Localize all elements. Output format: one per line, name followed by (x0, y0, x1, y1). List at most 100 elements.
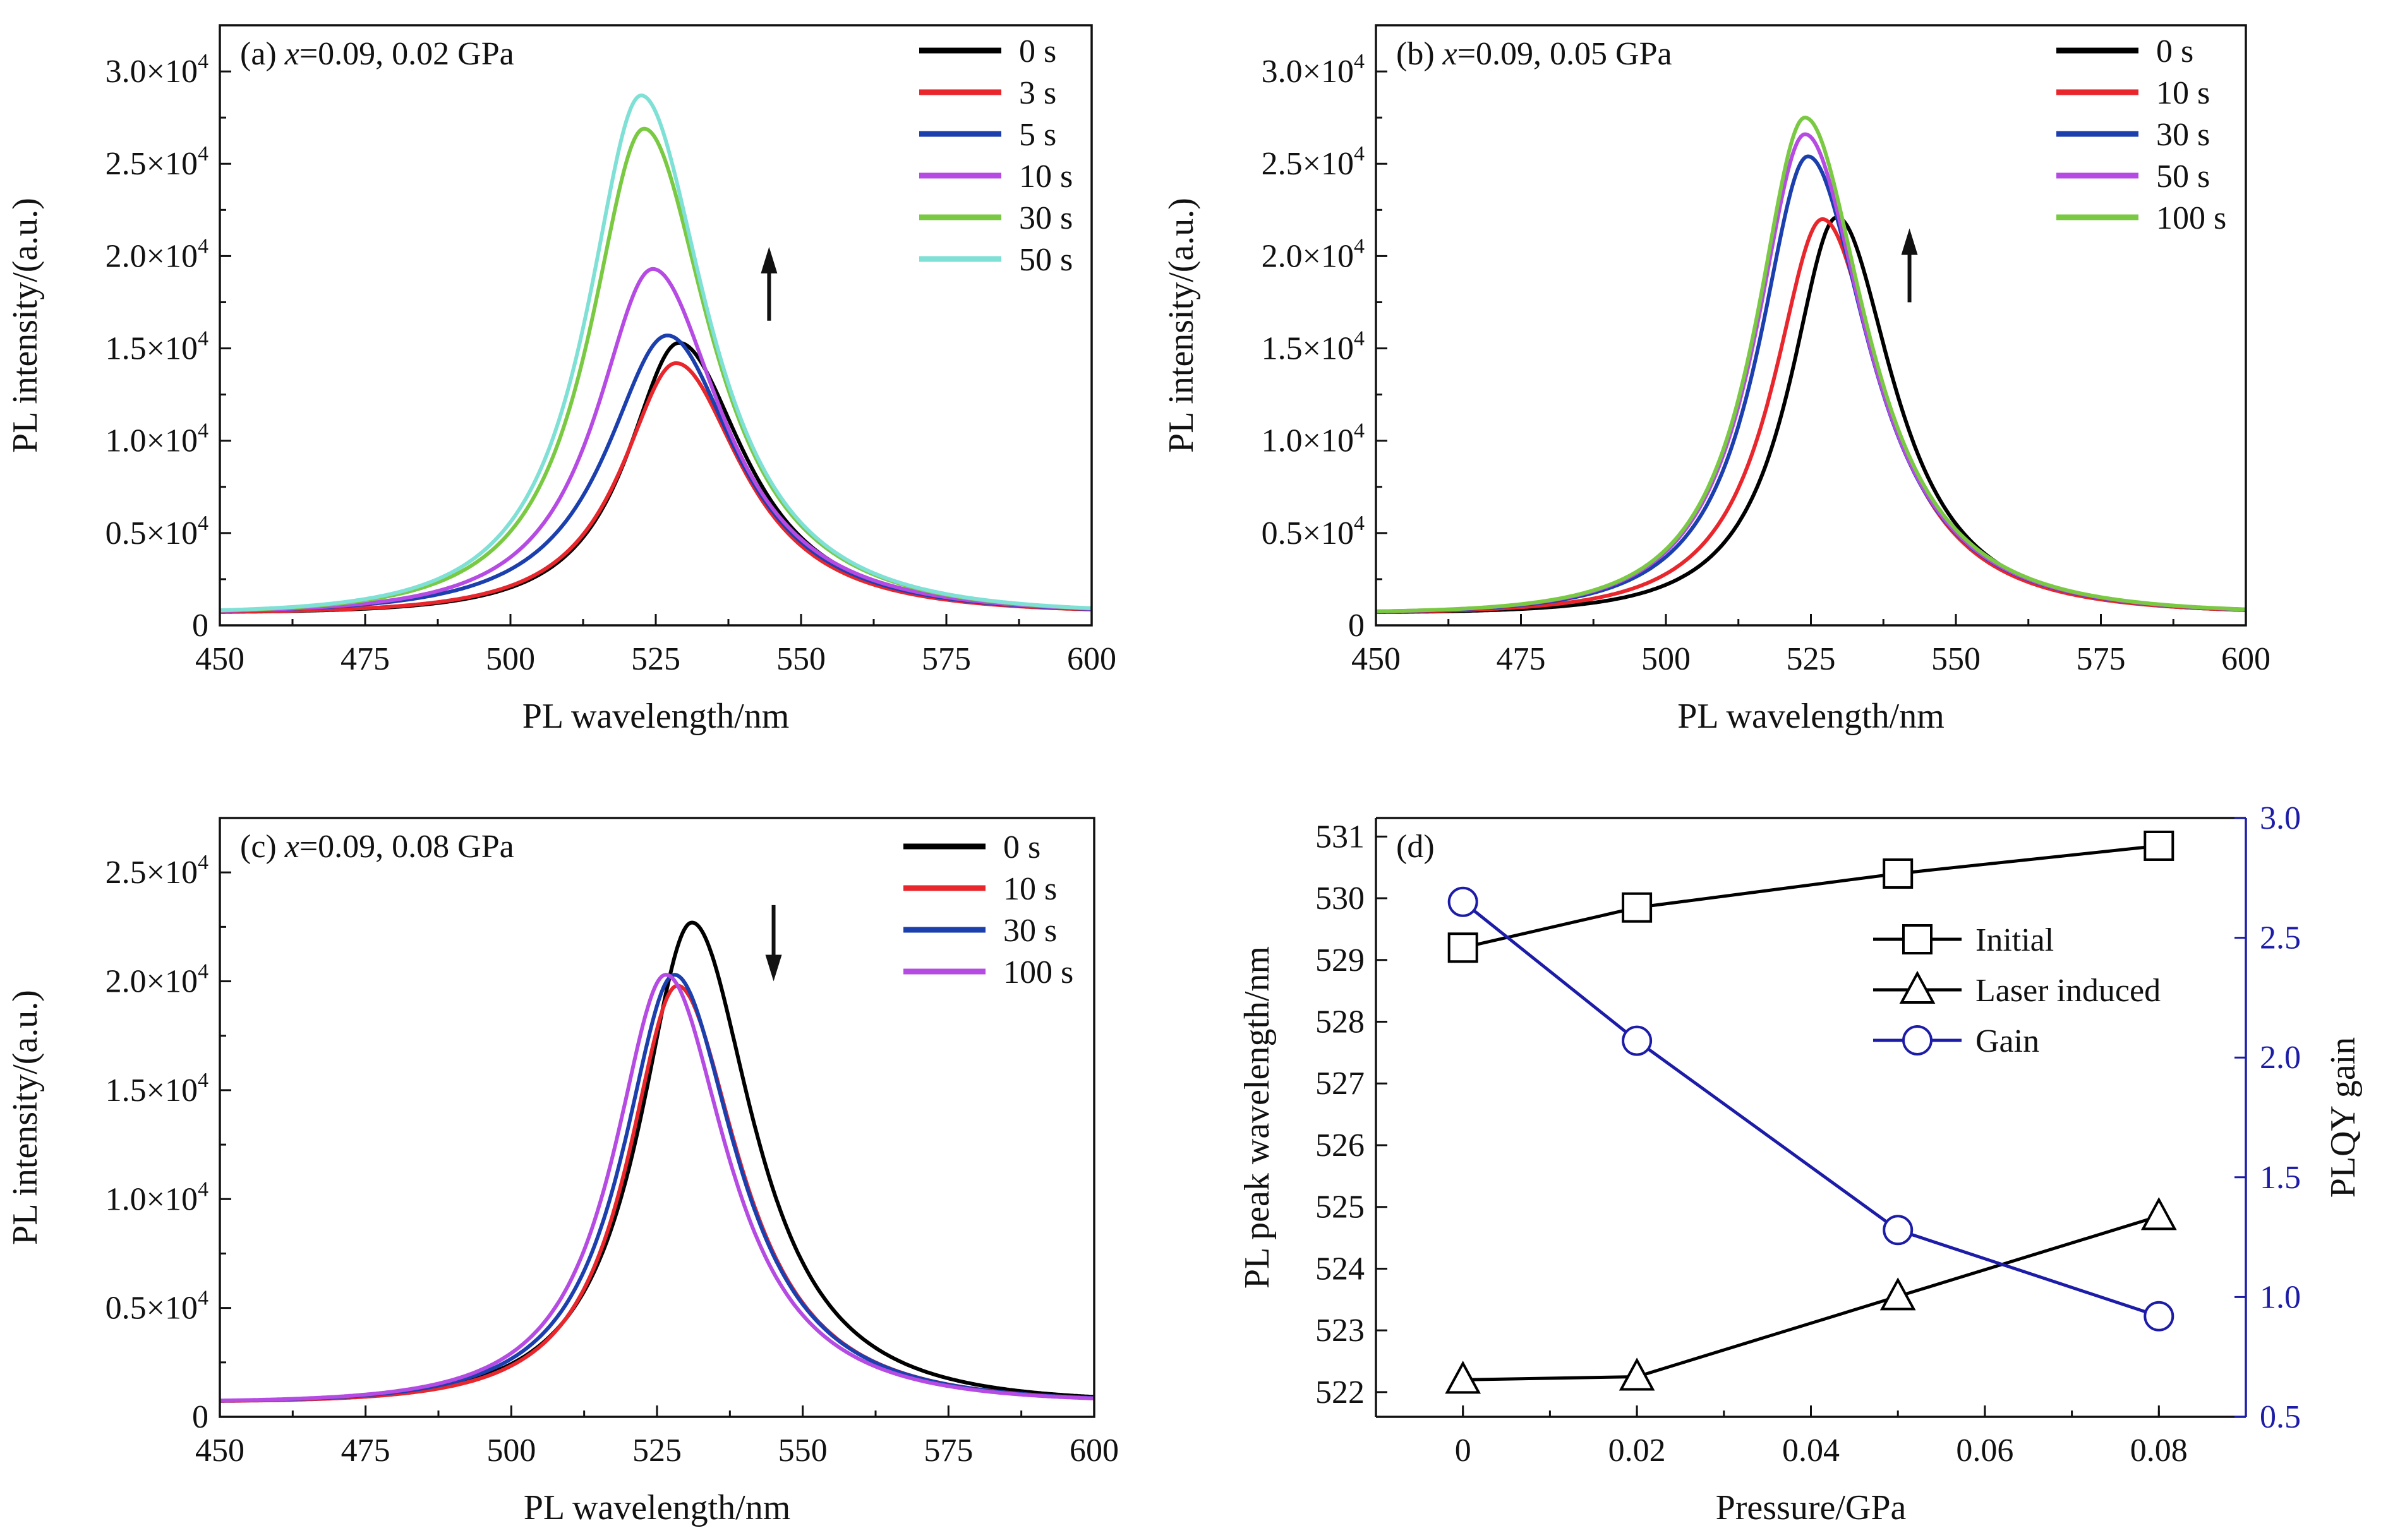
y-tick-mantissa: 1.5×10 (1262, 331, 1354, 367)
legend-label: 0 s (1003, 829, 1040, 865)
y-tick-mantissa: 2.5×10 (1262, 146, 1354, 182)
y-axis-label: PL intensity/(a.u.) (6, 198, 45, 453)
y-tick-label: 527 (1315, 1066, 1365, 1102)
y-tick-label: 2.5×104 (106, 142, 208, 182)
y-tick-label: 0.5×104 (106, 1287, 208, 1326)
title-variable: x (284, 36, 299, 72)
y-tick-mantissa: 1.5×10 (106, 1073, 198, 1109)
y-tick-exponent: 4 (1354, 50, 1365, 73)
title-variable: x (284, 829, 299, 865)
y2-tick-label: 3.0 (2260, 800, 2301, 836)
y-tick-mantissa: 0.5×10 (106, 515, 198, 551)
series-line-initial (1462, 844, 2159, 949)
y2-tick-label: 2.0 (2260, 1040, 2301, 1076)
trend-arrow-head (1901, 228, 1918, 255)
y-tick-label: 0 (192, 608, 208, 644)
data-point-triangle (1445, 1361, 1481, 1394)
y-tick-label: 531 (1315, 819, 1365, 855)
y-axis-label: PL intensity/(a.u.) (1162, 198, 1201, 453)
title-condition: =0.09, 0.02 GPa (299, 36, 514, 72)
data-point-circle (1883, 1215, 1914, 1246)
y-tick-label: 2.0×104 (106, 234, 208, 274)
x-tick-label: 575 (924, 1433, 973, 1469)
data-point-square (1447, 932, 1478, 963)
panel-title: (c) x=0.09, 0.08 GPa (240, 829, 514, 865)
y-tick-label: 1.0×104 (1262, 419, 1365, 459)
series-line-0s (220, 920, 1094, 1403)
legend: 0 s 10 s 30 s 100 s (903, 829, 1073, 990)
y-tick-label: 2.5×104 (1262, 142, 1365, 182)
panel-label: (a) (240, 36, 285, 72)
series-line-gain (1462, 900, 2160, 1318)
title-variable: x (1442, 36, 1457, 72)
y-tick-label: 2.0×104 (1262, 234, 1365, 274)
y-tick-exponent: 4 (1354, 512, 1365, 535)
x-tick-label: 550 (778, 1433, 828, 1469)
series-line-50s (220, 93, 1092, 613)
y-tick-mantissa: 0.5×10 (1262, 515, 1354, 551)
y-tick-exponent: 4 (198, 960, 208, 984)
legend-label: 3 s (1019, 75, 1056, 111)
y-tick-label: 528 (1315, 1004, 1365, 1040)
y-tick-mantissa: 2.5×10 (106, 146, 198, 182)
legend-label: Initial (1975, 922, 2054, 958)
y2-tick-label: 1.5 (2260, 1160, 2301, 1196)
series-group (220, 93, 1092, 614)
plot-frame (1375, 24, 2247, 627)
y-tick-exponent: 4 (198, 512, 208, 535)
x-tick-label: 0.08 (2130, 1433, 2188, 1469)
trend-arrow-head (765, 954, 782, 982)
x-axis-label: PL wavelength/nm (1677, 697, 1945, 736)
legend-label: Laser induced (1975, 973, 2161, 1009)
x-tick-label: 550 (1931, 641, 1981, 677)
y-tick-label: 3.0×104 (106, 50, 208, 90)
x-tick-label: 525 (631, 641, 680, 677)
y-tick-label: 529 (1315, 942, 1365, 978)
y-tick-label: 3.0×104 (1262, 50, 1365, 90)
series-line-30s (1376, 154, 2246, 613)
x-tick-label: 450 (1351, 641, 1401, 677)
series-line-50s (1376, 132, 2246, 613)
legend-marker-circle (1902, 1025, 1933, 1056)
legend-label: 50 s (2156, 159, 2210, 195)
panel-label: (c) (240, 829, 285, 865)
y2-axis-label: PLQY gain (2324, 1037, 2363, 1198)
y-tick-mantissa: 1.0×10 (106, 423, 198, 459)
trend-arrow-head (761, 246, 778, 274)
y-tick-mantissa: 3.0×10 (1262, 54, 1354, 90)
data-point-circle (2144, 1301, 2174, 1332)
x-axis-label: PL wavelength/nm (522, 697, 790, 736)
y-tick-exponent: 4 (198, 419, 208, 443)
y-tick-label: 523 (1315, 1313, 1365, 1349)
legend-marker-triangle (1899, 970, 1936, 1004)
x-tick-label: 525 (1787, 641, 1836, 677)
series-group (1376, 116, 2246, 614)
legend-label: 0 s (1019, 33, 1056, 69)
x-tick-label: 475 (341, 1433, 390, 1469)
legend-label: 0 s (2156, 33, 2193, 69)
y-tick-mantissa: 2.0×10 (1262, 238, 1354, 274)
x-tick-label: 600 (1067, 641, 1116, 677)
y-axis-label: PL intensity/(a.u.) (6, 990, 45, 1245)
series-line-100s (1376, 116, 2246, 613)
y-tick-label: 530 (1315, 881, 1365, 917)
data-point-triangle (1619, 1357, 1655, 1391)
y-tick-mantissa: 0.5×10 (106, 1290, 198, 1326)
x-tick-label: 475 (1497, 641, 1546, 677)
data-point-circle (1447, 886, 1478, 917)
y2-tick-label: 1.0 (2260, 1279, 2301, 1315)
x-tick-label: 0.06 (1956, 1433, 2013, 1469)
y-tick-exponent: 4 (1354, 142, 1365, 165)
panel-label: (b) (1396, 36, 1443, 72)
y2-tick-label: 2.5 (2260, 920, 2301, 956)
x-tick-label: 450 (195, 1433, 244, 1469)
series-line-10s (1376, 217, 2246, 614)
panel-title: (b) x=0.09, 0.05 GPa (1396, 36, 1672, 72)
x-tick-label: 575 (922, 641, 971, 677)
panel-c: 450 475 500 525 550 575 60000.5×1041.0×1041.5×… (6, 817, 1119, 1527)
x-tick-label: 500 (486, 641, 535, 677)
y2-tick-label: 0.5 (2260, 1399, 2301, 1435)
y-tick-mantissa: 1.0×10 (106, 1181, 198, 1217)
series-line-laser-induced (1462, 1214, 2160, 1381)
